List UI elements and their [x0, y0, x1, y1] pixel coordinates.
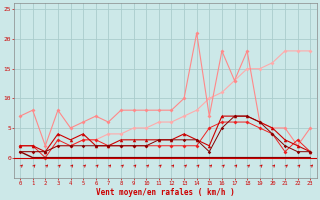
X-axis label: Vent moyen/en rafales ( km/h ): Vent moyen/en rafales ( km/h ): [96, 188, 235, 197]
